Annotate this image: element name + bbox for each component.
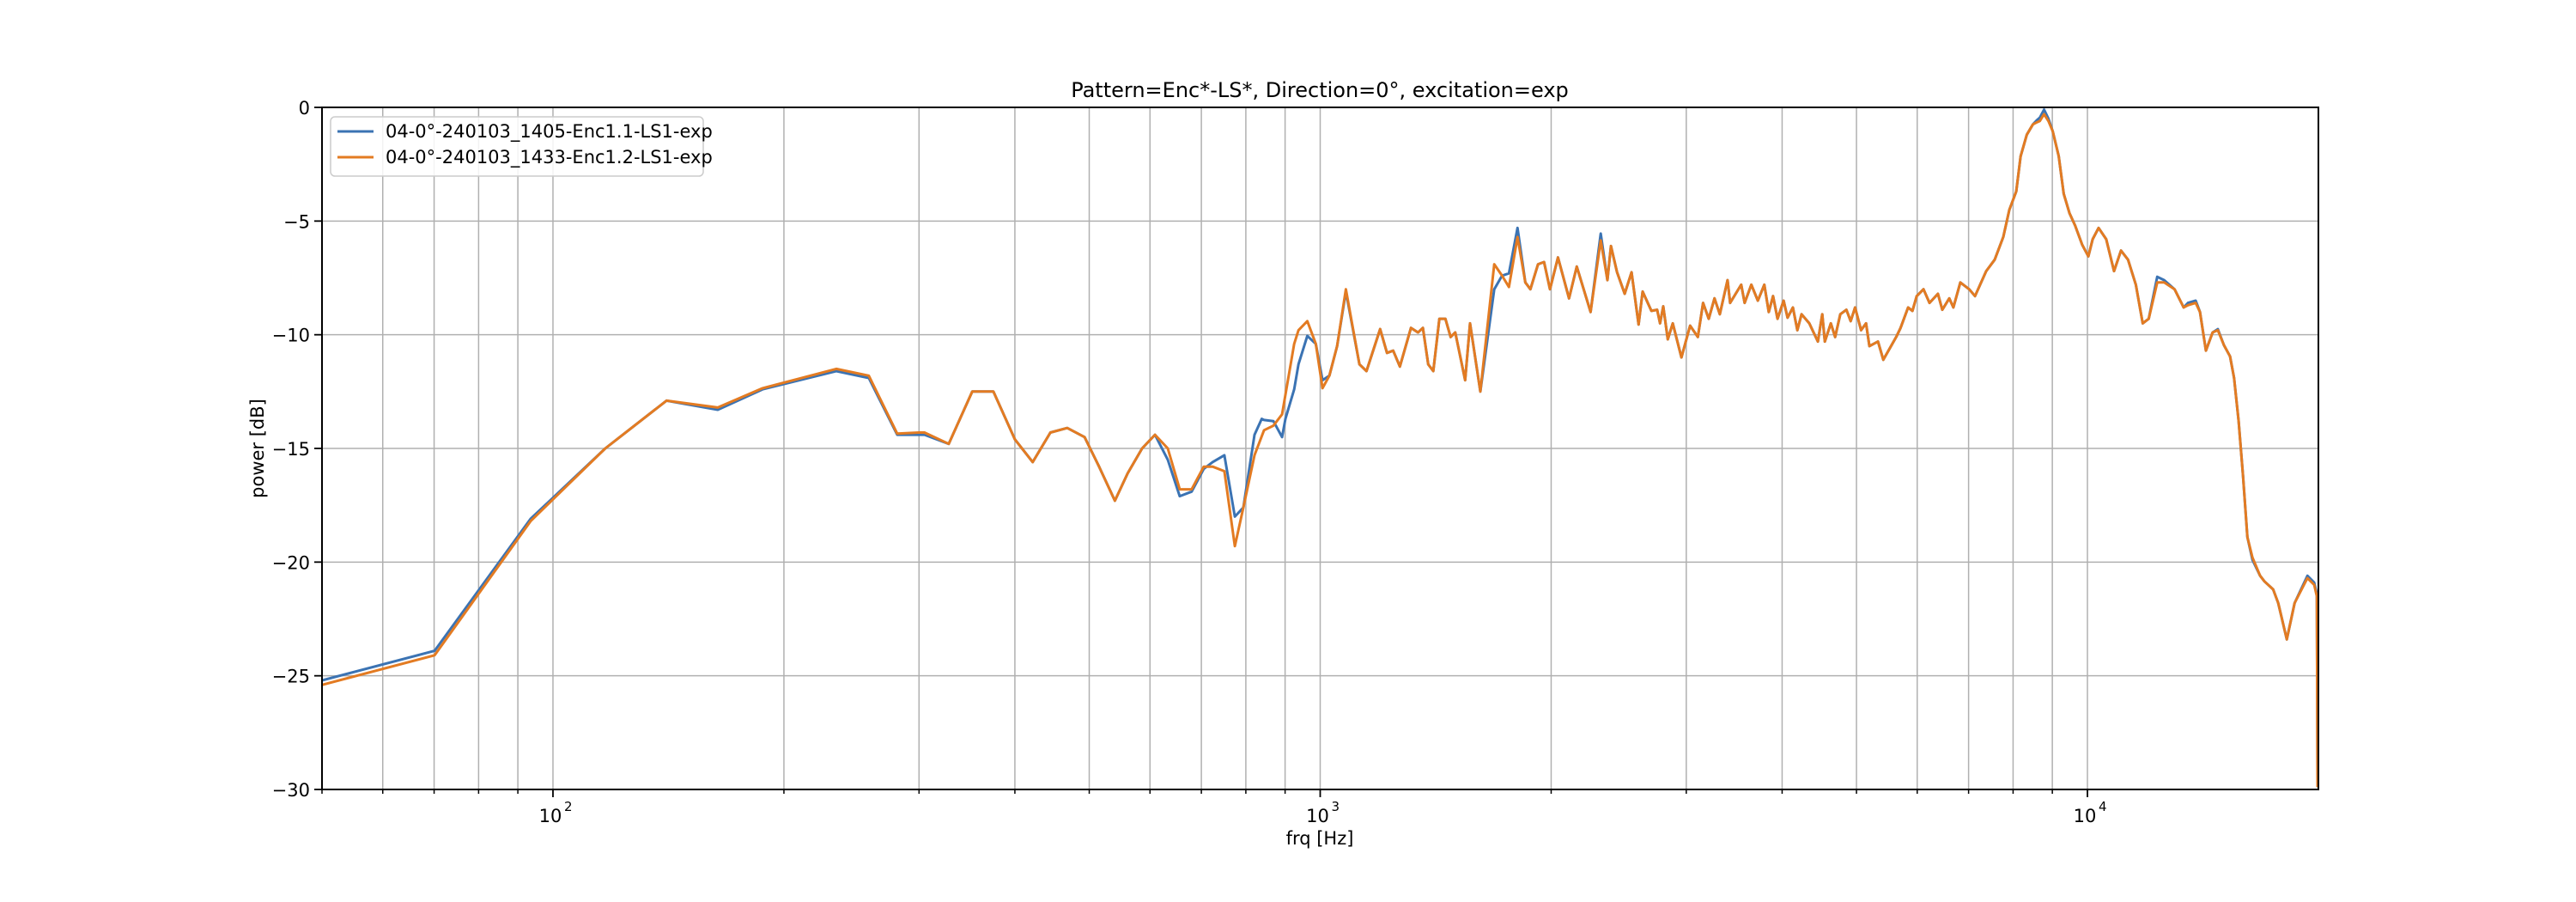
- legend-box: [330, 116, 704, 177]
- x-tick-exponent: 2: [564, 799, 573, 814]
- x-tick-label: 10: [2074, 806, 2097, 826]
- legend-label-series-1: 04-0°-240103_1405-Enc1.1-LS1-exp: [386, 121, 713, 143]
- y-tick-label: 0: [299, 98, 310, 119]
- x-tick-exponent: 4: [2099, 799, 2107, 814]
- y-axis-ticks: 0 −5 −10 −15 −20 −25 −30: [272, 98, 322, 801]
- legend-label-series-2: 04-0°-240103_1433-Enc1.2-LS1-exp: [386, 147, 713, 168]
- y-tick-label: −10: [272, 326, 310, 346]
- y-tick-label: −5: [283, 211, 310, 232]
- x-axis-label: frq [Hz]: [1286, 828, 1354, 849]
- x-tick-label: 10: [539, 806, 562, 826]
- x-tick-exponent: 3: [1332, 799, 1340, 814]
- x-axis-ticks: 10 2 10 3 10 4: [321, 789, 2107, 826]
- chart-title: Pattern=Enc*-LS*, Direction=0°, excitati…: [1071, 78, 1569, 102]
- series-line-2: [322, 113, 2318, 788]
- plot-area: [322, 108, 2318, 788]
- x-tick-label: 10: [1306, 806, 1329, 826]
- legend: 04-0°-240103_1405-Enc1.1-LS1-exp 04-0°-2…: [330, 116, 713, 177]
- y-tick-label: −15: [272, 439, 310, 460]
- y-tick-label: −25: [272, 667, 310, 687]
- y-axis-label: power [dB]: [247, 399, 268, 498]
- y-tick-label: −20: [272, 552, 310, 573]
- y-tick-label: −30: [272, 780, 310, 801]
